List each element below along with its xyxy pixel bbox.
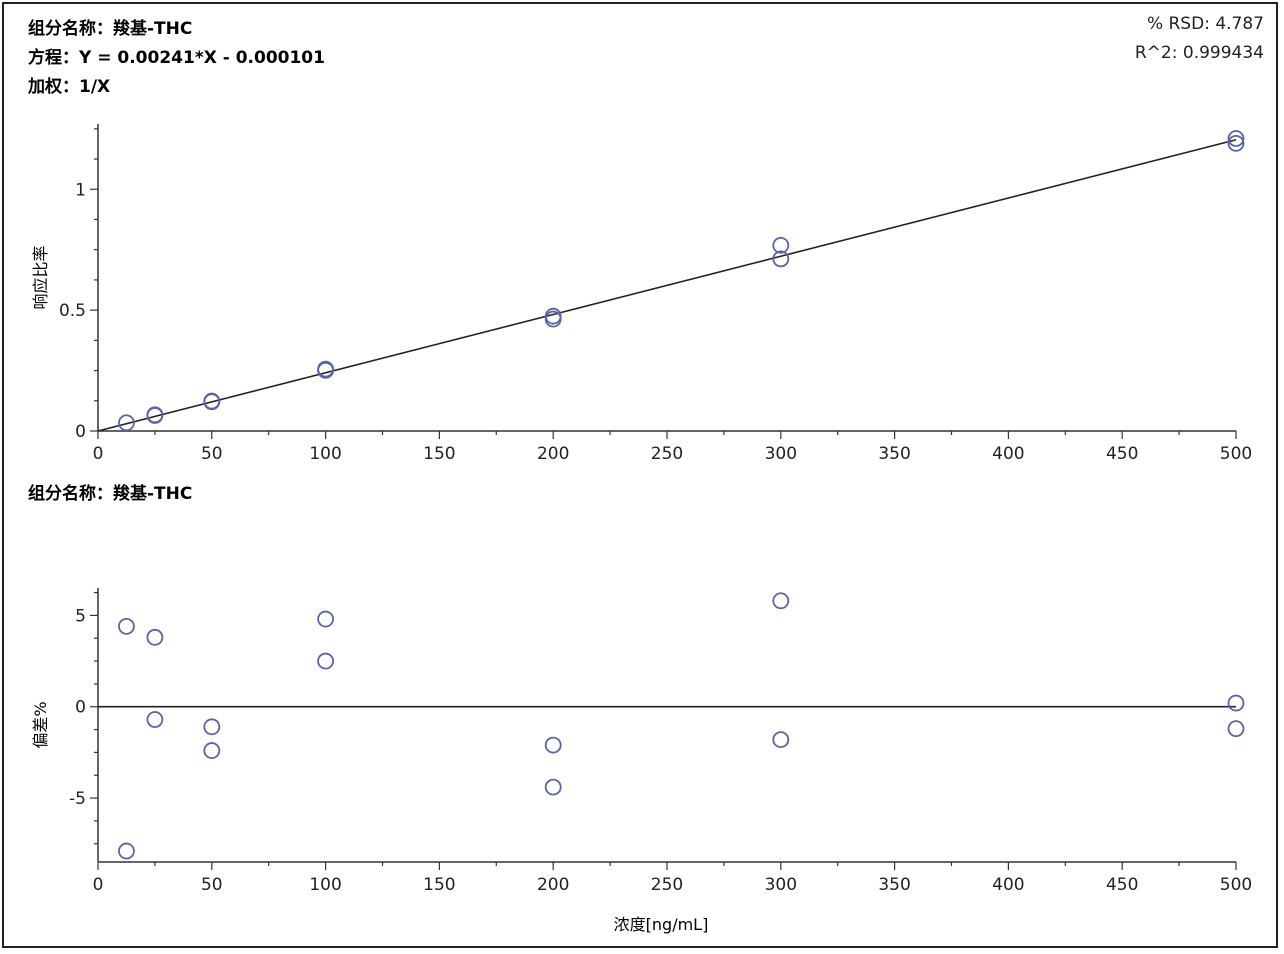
residual-x-tick-label: 450 xyxy=(1106,875,1138,895)
calibration-x-tick-label: 400 xyxy=(992,444,1024,464)
residual-data-point xyxy=(118,617,135,635)
calibration-y-axis-title: 响应比率 xyxy=(31,245,50,309)
calibration-data-point xyxy=(203,392,221,410)
r-squared-label: R^2: 0.999434 xyxy=(1134,43,1264,63)
residual-data-point xyxy=(146,711,164,728)
residual-y-tick-label: 5 xyxy=(75,606,86,626)
residual-x-tick-label: 200 xyxy=(537,875,569,895)
residual-data-point xyxy=(1227,720,1245,738)
residual-x-tick-label: 500 xyxy=(1220,875,1252,895)
weighting-label: 加权：1/X xyxy=(28,77,111,97)
residual-y-axis-title: 偏差% xyxy=(31,701,50,748)
calibration-y-tick-label: 0 xyxy=(75,422,86,442)
calibration-data-point xyxy=(146,406,164,424)
residual-data-point xyxy=(146,628,164,646)
calibration-data-point xyxy=(1227,134,1245,152)
residual-data-point xyxy=(772,592,790,610)
calibration-data-point xyxy=(772,250,790,268)
residual-data-point xyxy=(118,842,135,860)
residual-data-point xyxy=(1227,694,1245,712)
calibration-x-tick-label: 50 xyxy=(201,444,223,464)
residual-x-axis-title: 浓度[ng/mL] xyxy=(614,915,709,934)
calibration-x-tick-label: 0 xyxy=(93,444,104,464)
residual-data-point xyxy=(203,718,221,736)
calibration-plot: 0 50 100 150 200 250 300 350 400 450 500 0 0.5 1 响应比率 xyxy=(31,124,1252,464)
rsd-label: % RSD: 4.787 xyxy=(1146,14,1264,34)
calibration-data-point xyxy=(118,414,135,432)
calibration-y-tick-label: 0.5 xyxy=(59,301,86,321)
calibration-x-tick-label: 250 xyxy=(651,444,683,464)
calibration-data-point xyxy=(544,307,562,325)
residual-x-tick-label: 50 xyxy=(201,875,223,895)
residual-data-point xyxy=(317,610,335,628)
calibration-x-tick-label: 500 xyxy=(1220,444,1252,464)
residual-data-point xyxy=(772,731,790,749)
equation-label: 方程：Y = 0.00241*X - 0.000101 xyxy=(28,48,325,68)
calibration-data-point xyxy=(1227,130,1245,147)
residual-plot: 0 50 100 150 200 250 300 350 400 450 500 -5 0 5 偏差% 浓度[… xyxy=(31,588,1252,934)
residual-x-tick-label: 100 xyxy=(309,875,341,895)
residual-y-tick-label: 0 xyxy=(75,698,86,718)
component-name-label: 组分名称：羧基-THC xyxy=(28,19,193,39)
calibration-x-tick-label: 200 xyxy=(537,444,569,464)
calibration-x-tick-label: 100 xyxy=(309,444,341,464)
residual-y-tick-label: -5 xyxy=(69,789,86,809)
regression-line xyxy=(97,138,1237,432)
calibration-x-tick-label: 450 xyxy=(1106,444,1138,464)
residual-component-name-label: 组分名称：羧基-THC xyxy=(28,484,193,504)
residual-data-point xyxy=(544,778,562,796)
calibration-data-point xyxy=(772,236,790,254)
residual-x-tick-label: 300 xyxy=(765,875,797,895)
residual-x-tick-label: 250 xyxy=(651,875,683,895)
residual-x-tick-label: 400 xyxy=(992,875,1024,895)
calibration-x-tick-label: 300 xyxy=(765,444,797,464)
calibration-data-point xyxy=(317,360,335,378)
residual-x-tick-label: 350 xyxy=(878,875,910,895)
calibration-y-tick-label: 1 xyxy=(75,180,86,200)
calibration-x-tick-label: 150 xyxy=(423,444,455,464)
residual-data-point xyxy=(203,742,221,759)
residual-data-point xyxy=(544,736,562,754)
residual-x-tick-label: 150 xyxy=(423,875,455,895)
residual-x-tick-label: 0 xyxy=(93,875,104,895)
residual-data-point xyxy=(317,652,335,670)
calibration-x-tick-label: 350 xyxy=(878,444,910,464)
